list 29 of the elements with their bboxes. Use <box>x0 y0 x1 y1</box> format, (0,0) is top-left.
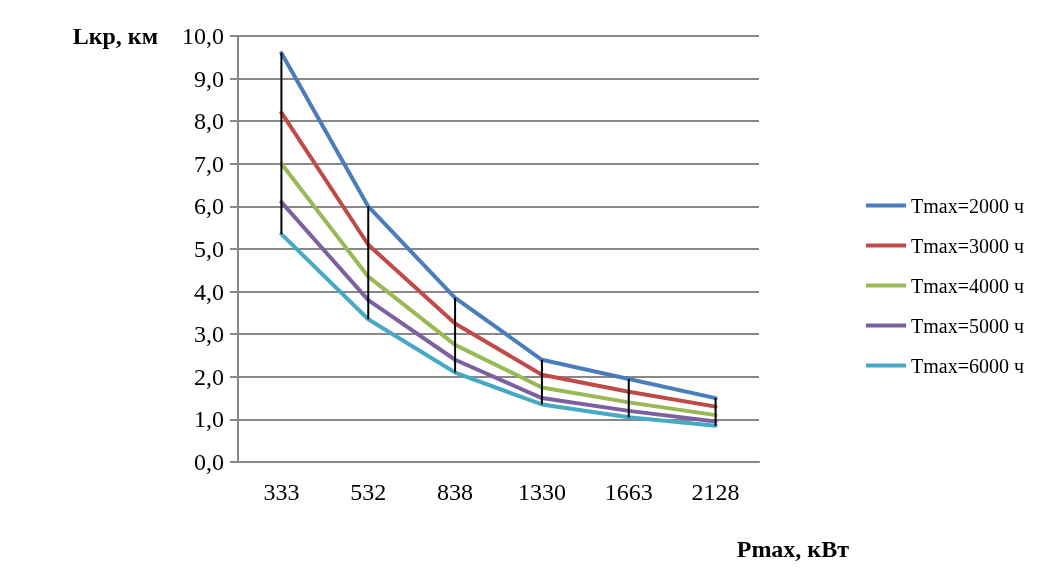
x-tick-label: 532 <box>350 479 387 505</box>
legend-label: Tmax=3000 ч <box>911 234 1025 257</box>
x-tick-label: 838 <box>437 479 474 505</box>
y-tick-label: 6,0 <box>194 193 224 220</box>
y-tick-label: 3,0 <box>194 321 224 348</box>
y-tick-label: 4,0 <box>194 278 224 305</box>
y-tick-label: 7,0 <box>194 150 224 177</box>
y-tick-label: 0,0 <box>194 449 224 475</box>
x-tick-label: 2128 <box>691 479 740 505</box>
legend-label: Tmax=2000 ч <box>911 194 1025 217</box>
y-tick-label: 9,0 <box>194 65 224 92</box>
line-series <box>279 200 718 424</box>
legend-label: Tmax=4000 ч <box>911 274 1025 297</box>
x-tick-label: 333 <box>263 479 300 505</box>
legend-label: Tmax=6000 ч <box>911 354 1025 377</box>
x-tick-label: 1663 <box>604 479 653 505</box>
x-axis-title: Pmax, кВт <box>736 536 850 562</box>
y-tick-label: 1,0 <box>194 406 224 433</box>
line-series <box>279 110 718 409</box>
legend-label: Tmax=5000 ч <box>911 314 1025 337</box>
line-series <box>279 232 718 428</box>
y-axis-title: Lкр, км <box>72 23 158 49</box>
y-tick-label: 8,0 <box>194 108 224 135</box>
y-tick-label: 10,0 <box>182 23 224 49</box>
y-tick-label: 5,0 <box>194 236 224 262</box>
line-series <box>279 51 718 401</box>
y-tick-label: 2,0 <box>194 363 224 390</box>
line-series <box>279 161 718 418</box>
x-tick-label: 1330 <box>517 479 566 505</box>
